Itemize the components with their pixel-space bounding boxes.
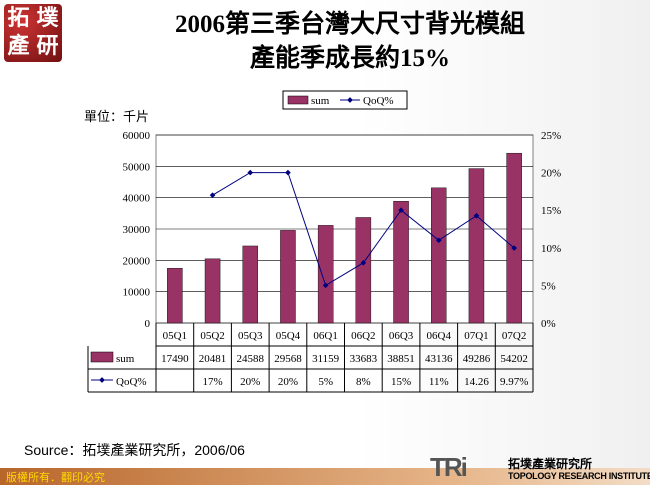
left-tick-label: 20000 <box>123 255 151 267</box>
qoq-value: 20% <box>278 376 298 388</box>
logo-char: 墣 <box>36 6 59 31</box>
qoq-value: 5% <box>318 376 333 388</box>
bar-07Q2 <box>506 152 522 324</box>
category-label: 07Q2 <box>502 330 526 342</box>
right-tick-label: 15% <box>541 205 561 217</box>
copyright: 版權所有．翻印必究 <box>6 471 105 484</box>
table-series-qoq: QoQ% <box>116 376 147 388</box>
qoq-value: 17% <box>202 376 222 388</box>
bar-06Q4 <box>431 187 447 324</box>
category-label: 06Q4 <box>427 330 452 342</box>
bar-06Q2 <box>355 217 372 324</box>
logo-char: 研 <box>36 34 59 59</box>
sum-value: 29568 <box>274 353 302 365</box>
qoq-value: 20% <box>240 376 260 388</box>
left-tick-label: 40000 <box>123 193 151 205</box>
sum-value: 33683 <box>350 353 378 365</box>
left-tick-label: 30000 <box>123 224 151 236</box>
brand-cn: 拓墣產業研究所 <box>508 457 593 471</box>
category-label: 05Q1 <box>163 330 187 342</box>
right-tick-label: 20% <box>541 168 561 180</box>
qoq-point <box>398 207 404 214</box>
bar-06Q1 <box>317 225 334 324</box>
qoq-value: 15% <box>391 376 411 388</box>
logo-char: 產 <box>7 34 30 59</box>
qoq-point <box>473 212 480 219</box>
brand-en: TOPOLOGY RESEARCH INSTITUTE <box>508 471 650 481</box>
category-label: 07Q1 <box>464 330 488 342</box>
category-label: 05Q4 <box>276 330 301 342</box>
qoq-point <box>435 237 442 244</box>
legend-qoq: QoQ% <box>363 95 394 107</box>
qoq-point <box>209 192 216 198</box>
right-tick-label: 25% <box>541 130 561 142</box>
legend-sum: sum <box>311 95 330 107</box>
sum-value: 38851 <box>387 353 415 365</box>
sum-value: 54202 <box>500 353 528 365</box>
qoq-value: 14.26 <box>464 376 489 388</box>
qoq-point <box>360 260 367 266</box>
bar-05Q3 <box>242 245 258 324</box>
bar-06Q3 <box>393 201 409 324</box>
bar-07Q1 <box>468 168 485 324</box>
bar-05Q2 <box>204 258 221 324</box>
footer-bar: 版權所有．翻印必究 <box>0 468 650 485</box>
legend-key-qoq-marker <box>99 377 105 383</box>
right-tick-label: 10% <box>541 243 561 255</box>
tri-logo: TRi 拓墣產業研究所 TOPOLOGY RESEARCH INSTITUTE <box>430 452 650 485</box>
title-line-1: 2006第三季台灣大尺寸背光模組 <box>174 11 525 38</box>
table-series-sum: sum <box>116 353 135 365</box>
sum-value: 17490 <box>161 353 189 365</box>
left-tick-label: 50000 <box>123 161 151 173</box>
sum-value: 24588 <box>237 353 265 365</box>
sum-value: 20481 <box>199 353 227 365</box>
sum-value: 43136 <box>425 353 453 365</box>
logo-char: 拓 <box>7 6 30 31</box>
left-tick-label: 60000 <box>123 130 151 142</box>
right-tick-label: 5% <box>541 280 556 292</box>
sum-value: 49286 <box>463 353 491 365</box>
bar-05Q4 <box>280 230 296 324</box>
qoq-point <box>285 169 291 176</box>
left-tick-label: 10000 <box>123 287 151 299</box>
slide-title: 2006第三季台灣大尺寸背光模組 產能季成長約15% <box>90 8 610 76</box>
title-line-2: 產能季成長約15% <box>249 45 450 72</box>
category-label: 06Q3 <box>389 330 414 342</box>
sum-value: 31159 <box>312 353 340 365</box>
legend-key-sum <box>90 351 114 363</box>
category-label: 05Q2 <box>200 330 224 342</box>
qoq-point <box>511 245 517 251</box>
left-tick-label: 0 <box>145 318 151 330</box>
tri-logo-mark: TRi <box>430 452 468 482</box>
right-tick-label: 0% <box>541 318 556 330</box>
source-note: Source：拓墣產業研究所，2006/06 <box>24 442 245 458</box>
qoq-point <box>247 169 254 176</box>
legend-sum-swatch <box>287 95 309 105</box>
logo: 拓墣產研 <box>4 4 62 62</box>
legend-qoq-marker <box>347 97 353 103</box>
qoq-point <box>322 282 329 289</box>
category-label: 06Q2 <box>351 330 375 342</box>
qoq-value: 8% <box>356 376 371 388</box>
bar-05Q1 <box>167 267 183 324</box>
unit-label: 單位：千片 <box>84 110 150 125</box>
qoq-value: 11% <box>429 376 449 388</box>
category-label: 06Q1 <box>313 330 337 342</box>
qoq-value: 9.97% <box>500 376 528 388</box>
category-label: 05Q3 <box>238 330 263 342</box>
chart: 0 10000 20000 30000 40000 50000 60000 0% 5% 10% 15… <box>87 90 561 393</box>
